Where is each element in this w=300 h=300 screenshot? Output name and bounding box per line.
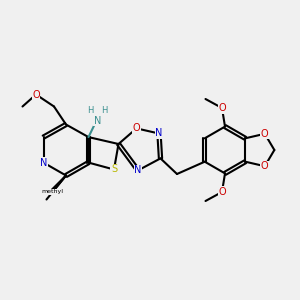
Text: O: O — [261, 129, 268, 139]
Text: O: O — [218, 103, 226, 113]
Text: O: O — [32, 89, 40, 100]
Text: N: N — [155, 128, 163, 139]
Text: N: N — [134, 165, 142, 176]
Text: N: N — [40, 158, 47, 168]
Text: H: H — [101, 106, 107, 115]
Text: O: O — [133, 123, 140, 134]
Text: methyl: methyl — [41, 190, 64, 194]
Text: O: O — [261, 161, 268, 171]
Text: N: N — [94, 116, 101, 126]
Text: H: H — [87, 106, 93, 115]
Text: S: S — [111, 164, 117, 175]
Text: O: O — [218, 187, 226, 197]
